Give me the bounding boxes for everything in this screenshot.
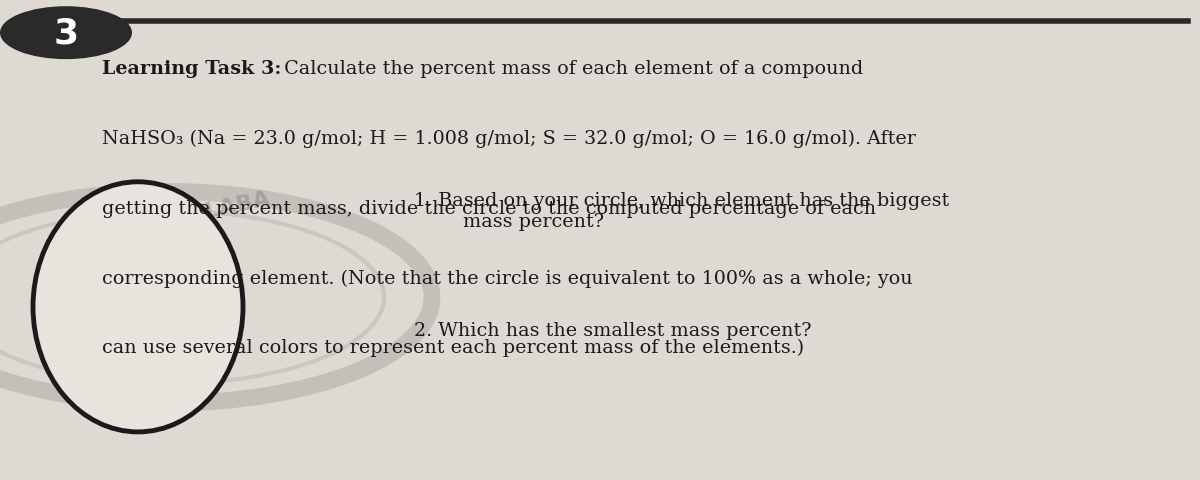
Text: CALABA: CALABA [172,189,272,229]
Text: 3: 3 [54,17,78,50]
Text: getting the percent mass, divide the circle to the computed percentage of each: getting the percent mass, divide the cir… [102,199,876,217]
Text: 2. Which has the smallest mass percent?: 2. Which has the smallest mass percent? [414,322,811,339]
Text: NaHSO₃ (Na = 23.0 g/mol; H = 1.008 g/mol; S = 32.0 g/mol; O = 16.0 g/mol). After: NaHSO₃ (Na = 23.0 g/mol; H = 1.008 g/mol… [102,130,916,148]
Text: Learning Task 3:: Learning Task 3: [102,60,281,78]
Ellipse shape [34,182,242,432]
Text: can use several colors to represent each percent mass of the elements.): can use several colors to represent each… [102,338,804,357]
Text: Calculate the percent mass of each element of a compound: Calculate the percent mass of each eleme… [278,60,864,78]
Text: 1. Based on your circle, which element has the biggest
        mass percent?: 1. Based on your circle, which element h… [414,192,949,231]
Circle shape [0,7,132,60]
Text: corresponding element. (Note that the circle is equivalent to 100% as a whole; y: corresponding element. (Note that the ci… [102,269,913,287]
